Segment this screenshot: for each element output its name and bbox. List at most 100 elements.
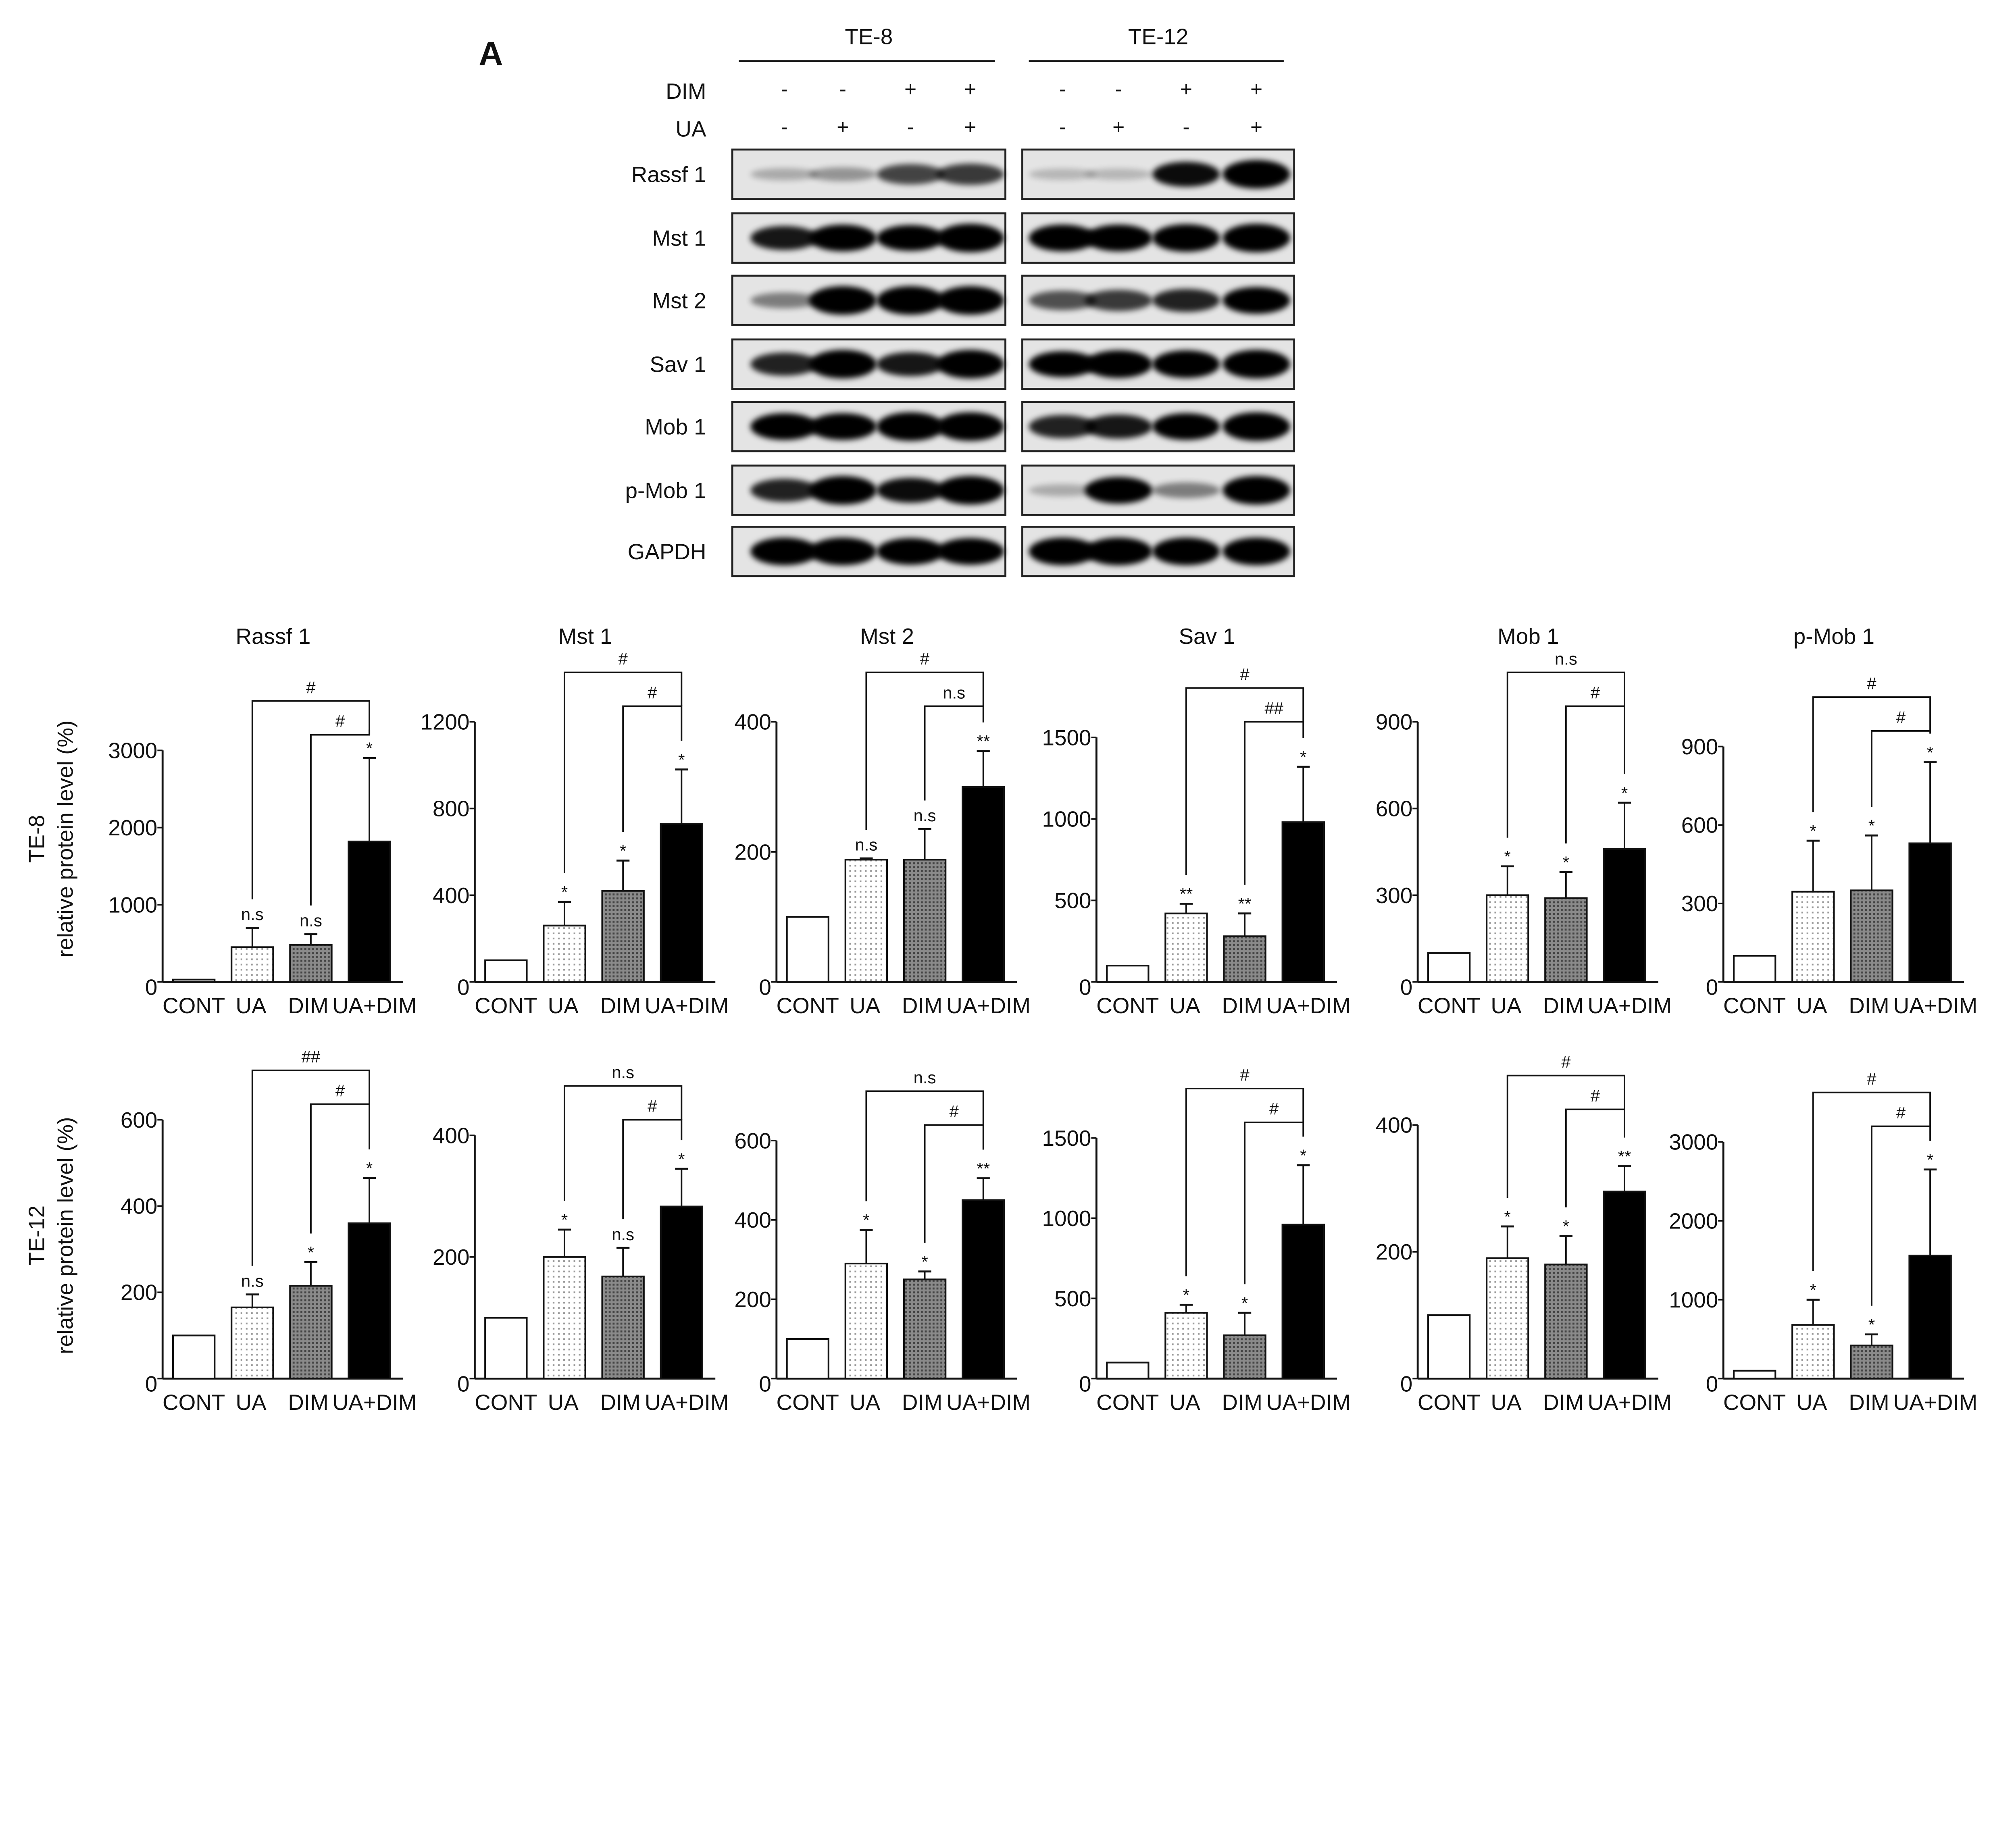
- y-tick-label: 900: [1376, 710, 1412, 735]
- figure: A TE-8 TE-12 DIM - - + + - - + + UA - + - + - + - + Rassf 1 M…: [24, 24, 1978, 1415]
- category-label: UA+DIM: [1266, 993, 1351, 1018]
- protein-band: [936, 476, 1004, 505]
- bracket-outer-label: n.s: [1555, 649, 1577, 668]
- bar: [1791, 891, 1835, 983]
- category-label: DIM: [600, 993, 641, 1018]
- bar: [1223, 935, 1266, 983]
- category-label: UA+DIM: [645, 993, 729, 1018]
- chart-title: Sav 1: [1179, 624, 1235, 649]
- protein-band: [1085, 225, 1153, 252]
- bar: [903, 859, 947, 983]
- cell-line-label: TE-12: [1128, 24, 1188, 49]
- bracket-inner-label: #: [335, 712, 345, 731]
- ylabel-text: relative protein level (%): [53, 1117, 78, 1354]
- bar-chart: 0 200 400 600 CONT * UA * DIM ** UA+DIM n.s #: [734, 1068, 1031, 1415]
- significance-mark: *: [366, 1159, 373, 1178]
- y-tick-label: 0: [759, 1372, 771, 1397]
- treatment-label: DIM: [666, 79, 706, 104]
- y-tick-label: 400: [121, 1194, 157, 1219]
- significance-mark: *: [1810, 1280, 1816, 1299]
- y-tick-label: 600: [121, 1108, 157, 1133]
- category-label: UA: [235, 1390, 267, 1415]
- category-label: DIM: [1222, 1390, 1262, 1415]
- protein-band: [877, 286, 944, 315]
- treatment-sign: -: [1115, 77, 1122, 101]
- bar: [903, 1278, 947, 1380]
- protein-band: [809, 286, 877, 315]
- bracket-outer-label: #: [1867, 674, 1876, 693]
- y-tick-label: 1200: [421, 710, 470, 735]
- significance-mark: *: [366, 739, 373, 758]
- category-label: UA: [850, 1390, 881, 1415]
- bar: [289, 944, 333, 983]
- category-label: UA: [850, 993, 881, 1018]
- protein-band: [809, 537, 877, 566]
- bracket-outer-label: #: [1240, 665, 1250, 684]
- bar: [844, 859, 888, 983]
- protein-band: [1085, 414, 1153, 439]
- protein-band: [809, 350, 877, 379]
- bar: [1106, 1362, 1150, 1380]
- category-label: DIM: [1849, 1390, 1889, 1415]
- significance-mark: *: [1621, 783, 1628, 802]
- y-tick-label: 0: [145, 975, 158, 1000]
- category-label: CONT: [1723, 1390, 1786, 1415]
- protein-band: [809, 413, 877, 440]
- y-tick-label: 1000: [1669, 1287, 1718, 1312]
- protein-band: [1152, 224, 1220, 252]
- category-label: UA+DIM: [946, 993, 1031, 1018]
- y-tick-label: 400: [1376, 1113, 1412, 1138]
- treatment-sign: +: [1250, 77, 1262, 101]
- protein-band: [1029, 290, 1097, 310]
- y-tick-label: 500: [1054, 888, 1091, 913]
- treatment-sign: +: [964, 77, 976, 101]
- bar: [1603, 848, 1646, 983]
- treatment-sign: +: [1180, 77, 1192, 101]
- y-tick-label: 200: [1376, 1239, 1412, 1264]
- bar: [844, 1262, 888, 1380]
- bracket-inner: [1565, 705, 1625, 844]
- category-label: UA: [1491, 1390, 1522, 1415]
- bracket-outer: [1185, 1088, 1304, 1276]
- bracket-inner: [310, 1103, 371, 1234]
- blot-row-label: Mst 2: [652, 288, 706, 313]
- y-tick-label: 0: [457, 1372, 470, 1397]
- treatment-sign: -: [1059, 115, 1066, 138]
- bar: [1850, 1345, 1893, 1380]
- bar-chart: 0 1000 2000 3000 CONT * UA * DIM * UA+DIM # #: [1669, 1069, 1977, 1414]
- bar: [660, 1205, 704, 1380]
- bar: [1164, 912, 1208, 983]
- bar: [289, 1285, 333, 1380]
- y-tick-label: 300: [1376, 883, 1412, 908]
- bar: [484, 1317, 528, 1380]
- y-tick-label: 1500: [1042, 1126, 1091, 1151]
- bar: [1544, 897, 1588, 983]
- protein-band: [1029, 537, 1097, 566]
- category-label: CONT: [777, 1390, 839, 1415]
- bar: [601, 1275, 645, 1380]
- bracket-inner-label: n.s: [943, 683, 965, 702]
- protein-band: [1085, 169, 1153, 180]
- y-tick-label: 1000: [108, 892, 157, 917]
- blot-row-label: Rassf 1: [631, 162, 706, 187]
- bar-chart: p-Mob 1 0 300 600 900 CONT * UA * DIM * UA+DIM # #: [1681, 624, 1978, 1018]
- y-axis-label: TE-12 relative protein level (%): [24, 1117, 78, 1354]
- bar: [1106, 964, 1150, 983]
- cell-line-ylabel: TE-12: [24, 1205, 49, 1266]
- protein-band: [750, 413, 818, 440]
- category-label: UA: [1491, 993, 1522, 1018]
- significance-mark: *: [1810, 821, 1816, 840]
- bracket-outer-label: ##: [302, 1047, 321, 1066]
- bracket-inner: [1565, 1108, 1625, 1208]
- protein-band: [809, 225, 877, 252]
- protein-band: [750, 292, 818, 308]
- significance-mark: **: [1180, 885, 1193, 904]
- y-tick-label: 0: [759, 975, 771, 1000]
- protein-band: [750, 168, 818, 181]
- y-tick-label: 0: [1079, 1372, 1091, 1397]
- bar-chart: Mob 1 0 300 600 900 CONT * UA * DIM * UA+DIM n.s #: [1376, 624, 1672, 1018]
- bracket-inner-label: #: [1591, 1086, 1600, 1105]
- category-label: DIM: [1543, 1390, 1584, 1415]
- cell-line-ylabel: TE-8: [24, 815, 49, 863]
